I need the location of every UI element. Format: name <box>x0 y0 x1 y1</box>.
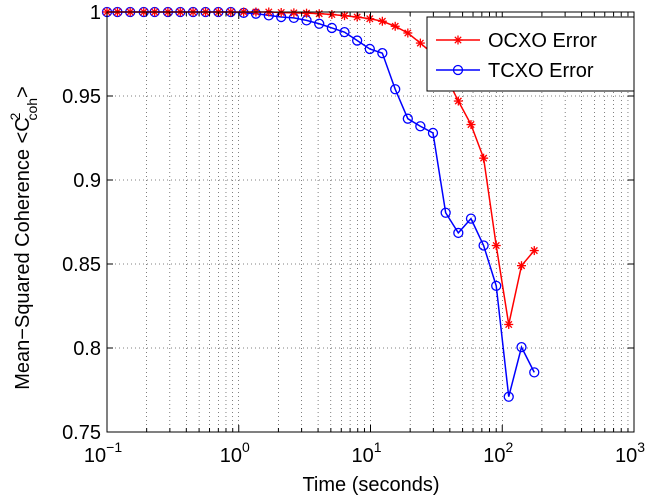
data-point <box>516 342 527 353</box>
x-tick-label-base: 10 <box>220 445 242 467</box>
legend-box <box>426 16 635 92</box>
x-axis-label: Time (seconds) <box>302 474 439 496</box>
data-point <box>504 319 514 329</box>
y-axis-label-subscript: coh <box>24 98 40 121</box>
marker-stroke <box>391 22 399 30</box>
marker-stroke <box>530 246 538 255</box>
data-point <box>466 120 476 130</box>
data-point <box>377 48 388 59</box>
marker-stroke <box>517 262 526 270</box>
y-tick-label: 0.9 <box>73 170 101 192</box>
data-point <box>402 113 413 124</box>
data-point <box>465 213 477 224</box>
y-axis-label-main: Mean−Squared Coherence <C <box>12 117 34 389</box>
marker-stroke <box>340 12 349 20</box>
data-point <box>339 27 350 38</box>
marker-stroke <box>290 9 298 17</box>
x-tick-label-base: 10 <box>615 445 637 467</box>
data-point <box>453 227 464 239</box>
data-point <box>326 22 338 34</box>
data-point <box>529 367 540 378</box>
data-point <box>491 241 501 251</box>
marker-stroke <box>479 154 488 162</box>
data-point <box>352 35 363 46</box>
data-point <box>403 28 413 38</box>
data-point <box>377 16 387 26</box>
data-point <box>352 12 362 22</box>
marker-stroke <box>505 320 513 329</box>
x-tick-label-exponent: −1 <box>106 439 122 455</box>
data-point <box>503 391 514 402</box>
data-point <box>364 43 375 55</box>
marker-stroke <box>467 120 475 129</box>
x-tick-label-base: 10 <box>84 445 106 467</box>
data-point <box>314 9 324 19</box>
x-tick-label-exponent: 0 <box>242 439 250 455</box>
x-tick-label: 102 <box>483 439 513 467</box>
x-tick-label-exponent: 1 <box>374 439 382 455</box>
data-point <box>517 261 527 271</box>
data-point <box>390 21 400 31</box>
data-point <box>440 207 451 218</box>
marker-stroke <box>277 8 285 17</box>
y-axis-label-close: > <box>12 86 34 98</box>
marker-stroke <box>353 13 361 21</box>
data-point <box>415 38 425 48</box>
x-tick-label: 101 <box>351 439 381 467</box>
marker-stroke <box>454 36 462 44</box>
x-tick-label-base: 10 <box>483 445 505 467</box>
data-point <box>479 153 489 163</box>
marker-stroke <box>416 39 424 47</box>
legend-label-tcxo: TCXO Error <box>488 60 594 82</box>
marker-stroke <box>366 15 374 23</box>
y-tick-label: 0.95 <box>62 86 101 108</box>
legend: OCXO Error TCXO Error <box>426 16 635 92</box>
data-point <box>289 8 299 18</box>
data-point <box>427 127 439 139</box>
legend-marker-symbol <box>452 64 464 76</box>
x-tick-label-base: 10 <box>351 445 373 467</box>
data-point <box>529 246 539 256</box>
marker-stroke <box>404 29 412 37</box>
x-tick-label: 100 <box>220 439 250 467</box>
marker-stroke <box>454 97 462 105</box>
y-axis-label: Mean−Squared Coherence <C2coh> <box>7 86 40 389</box>
data-point <box>415 121 426 132</box>
legend-entry-tcxo: TCXO Error <box>436 60 594 82</box>
marker-stroke <box>492 241 500 250</box>
data-point <box>491 280 502 291</box>
axes <box>106 11 635 433</box>
data-point <box>327 10 337 20</box>
y-axis-label-superscript: 2 <box>7 112 23 120</box>
x-tick-label-exponent: 2 <box>505 439 513 455</box>
x-tick-label: 10−1 <box>84 439 122 467</box>
legend-label-ocxo: OCXO Error <box>488 30 597 52</box>
marker-stroke <box>302 9 311 17</box>
marker-stroke <box>378 17 386 25</box>
x-tick-label-exponent: 3 <box>637 439 645 455</box>
data-point <box>314 18 325 29</box>
data-point <box>302 8 312 18</box>
data-point <box>453 96 463 106</box>
x-tick-label: 103 <box>615 439 645 467</box>
y-tick-label: 0.75 <box>62 422 101 444</box>
legend-marker-tcxo <box>452 64 464 76</box>
legend-marker-ocxo <box>453 35 463 45</box>
data-point <box>365 14 375 24</box>
data-point <box>340 11 350 21</box>
legend-marker-symbol <box>453 35 463 45</box>
y-tick-label: 0.85 <box>62 254 101 276</box>
y-tick-label: 0.8 <box>73 338 101 360</box>
data-point <box>478 240 489 251</box>
data-point <box>390 84 401 95</box>
y-tick-label: 1 <box>90 2 101 24</box>
legend-entry-ocxo: OCXO Error <box>436 30 597 52</box>
